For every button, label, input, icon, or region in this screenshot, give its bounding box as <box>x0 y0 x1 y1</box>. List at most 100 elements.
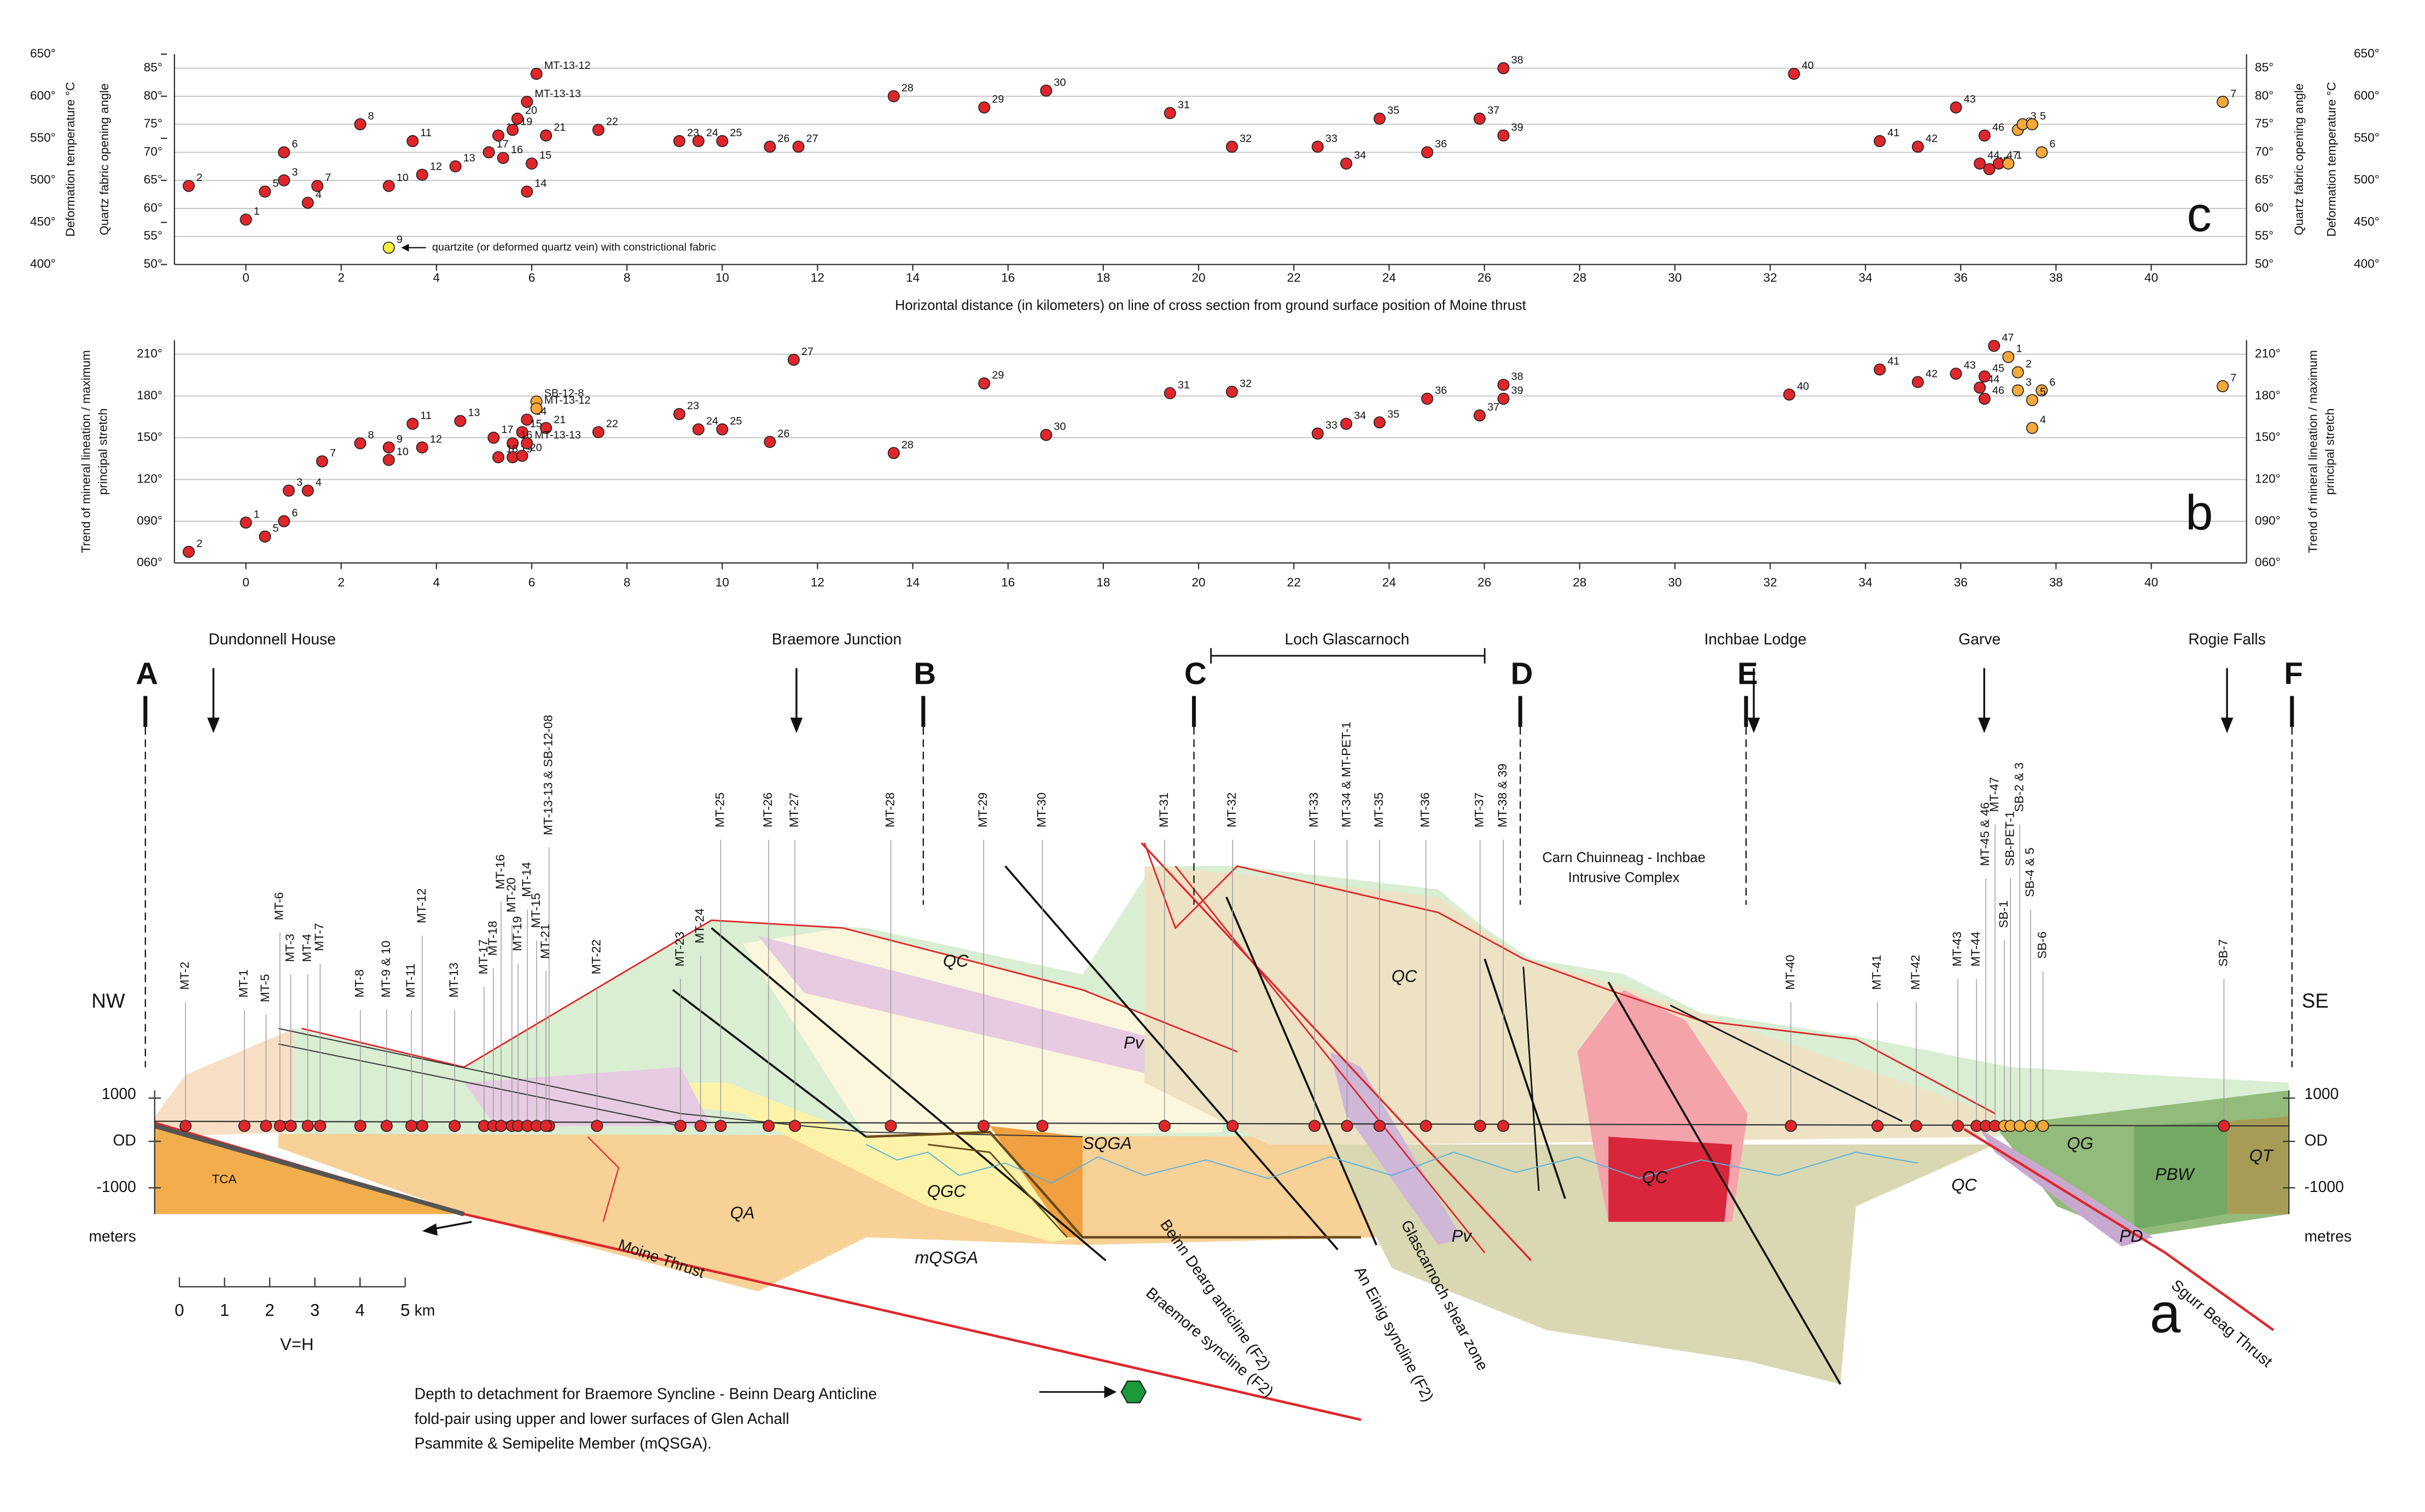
location-arrowhead <box>790 717 803 734</box>
intrusive <box>1608 1137 1732 1222</box>
elevation-label: -1000 <box>2304 1178 2343 1195</box>
x-tick-label: 38 <box>2049 575 2063 589</box>
data-point <box>592 124 604 136</box>
data-point <box>183 179 195 193</box>
data-point <box>301 484 314 497</box>
data-point <box>492 129 505 142</box>
section-letter: C <box>1184 656 1207 690</box>
data-point <box>1978 370 1991 383</box>
point-label: 5 <box>2040 110 2046 122</box>
thrust-line <box>1143 842 1996 1114</box>
borehole-label: MT-1 <box>237 969 251 998</box>
y-tick-label: 60° <box>2255 201 2273 214</box>
borehole-label: MT-7 <box>312 923 326 951</box>
point-label: 28 <box>902 439 914 451</box>
data-point <box>301 196 314 209</box>
x-tick-label: 26 <box>1478 271 1491 284</box>
fault-line <box>587 1136 620 1222</box>
x-tick-label: 32 <box>1763 271 1777 284</box>
point-label: 3 <box>2031 110 2037 122</box>
point-label: 35 <box>1387 408 1399 420</box>
point-label: 7 <box>330 447 336 460</box>
location-label: Garve <box>1958 630 2001 648</box>
data-point <box>764 141 776 153</box>
data-point <box>1164 107 1176 119</box>
detachment-marker <box>1120 1380 1147 1404</box>
point-label: 23 <box>687 400 699 412</box>
y-tick-label: 180° <box>2255 388 2281 402</box>
borehole-label: MT-4 <box>300 934 314 962</box>
data-point <box>507 437 519 450</box>
fold-axis <box>711 927 1107 1261</box>
borehole-label: MT-11 <box>404 963 417 997</box>
data-point <box>1978 129 1991 142</box>
sample-site <box>1497 1120 1510 1132</box>
point-label: 42 <box>1926 368 1938 380</box>
unit-area <box>278 1133 1392 1292</box>
point-label: 21 <box>554 121 566 133</box>
y-tick-label: 120° <box>2255 472 2281 485</box>
unit-label: QC <box>1951 1176 1977 1195</box>
data-point <box>787 353 800 366</box>
unit-label: QC <box>1642 1168 1668 1187</box>
data-point <box>259 185 271 198</box>
x-tick-label: 16 <box>1001 271 1015 284</box>
scale-label: 5 <box>400 1301 410 1320</box>
x-tick-label: 32 <box>1763 575 1777 589</box>
data-point <box>2217 96 2229 108</box>
point-label: 2 <box>196 172 202 184</box>
unit-label: QG <box>2067 1133 2093 1153</box>
point-label: MT-13-13 <box>534 88 581 100</box>
borehole-label: MT-38 & 39 <box>1496 764 1509 828</box>
point-label: 35 <box>1387 104 1399 117</box>
point-label: 24 <box>706 415 718 427</box>
sample-site <box>314 1120 327 1132</box>
point-label: 6 <box>292 507 298 519</box>
data-point <box>1373 112 1386 125</box>
point-label: 7 <box>2230 88 2236 100</box>
borehole-label: MT-6 <box>272 892 286 921</box>
borehole-label: MT-14 <box>520 862 533 897</box>
borehole-label: MT-8 <box>353 969 367 998</box>
data-point <box>1983 163 1996 176</box>
point-label: 45 <box>1992 362 2004 374</box>
data-point <box>521 437 533 450</box>
point-label: 40 <box>1802 60 1814 72</box>
section-letter: E <box>1737 656 1758 690</box>
x-tick-label: 22 <box>1287 575 1301 589</box>
sample-site <box>284 1120 297 1132</box>
data-point <box>1311 141 1324 153</box>
elevation-label: 1000 <box>2304 1085 2339 1102</box>
point-label: 1 <box>2016 149 2022 161</box>
elevation-label: 1000 <box>102 1085 136 1102</box>
y2-tick-label: 550° <box>2354 131 2380 144</box>
data-point <box>530 67 543 80</box>
unit-label: QGC <box>927 1182 966 1201</box>
data-point <box>316 455 328 468</box>
data-point <box>540 129 553 142</box>
point-label: 31 <box>1178 379 1190 391</box>
sample-site <box>1036 1120 1049 1132</box>
point-label: 11 <box>420 410 432 422</box>
sample-site <box>694 1120 707 1132</box>
x-tick-label: 20 <box>1191 271 1205 284</box>
point-label: 26 <box>778 132 790 144</box>
unit-label: Pv <box>1452 1226 1473 1246</box>
borehole-label: MT-42 <box>1909 955 1922 990</box>
sample-site <box>380 1120 393 1132</box>
data-point <box>2026 118 2038 131</box>
location-arrowhead <box>1978 717 1991 734</box>
orientation-label: SE <box>2302 990 2329 1012</box>
point-label: 30 <box>1054 421 1066 433</box>
data-point <box>716 135 729 147</box>
x-tick-label: 2 <box>338 575 345 589</box>
sample-site <box>789 1120 801 1132</box>
point-label: 34 <box>1354 410 1366 422</box>
borehole-label: MT-43 <box>1950 932 1964 967</box>
point-label: 25 <box>730 127 742 139</box>
point-label: 38 <box>1511 54 1523 66</box>
elevation-label: OD <box>113 1131 136 1149</box>
point-label: 36 <box>1435 385 1447 397</box>
sample-site <box>1871 1120 1884 1132</box>
x-tick-label: 12 <box>811 271 824 284</box>
